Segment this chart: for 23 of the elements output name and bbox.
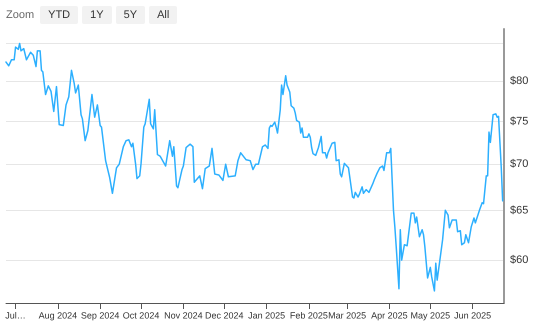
x-tick-label: Dec 2024	[205, 310, 244, 320]
x-tick-label: Aug 2024	[38, 310, 78, 320]
x-tick-label: Jan 2025	[248, 310, 286, 320]
y-tick-label: $80	[510, 75, 528, 88]
x-tick-label: Apr 2025	[371, 310, 408, 320]
x-tick-label: Sep 2024	[80, 310, 120, 320]
x-tick-label: Jun 2025	[454, 310, 492, 320]
y-tick-label: $75	[510, 115, 528, 128]
x-tick-label: Feb 2025	[290, 310, 328, 320]
line-series	[5, 42, 504, 292]
zoom-button: All	[149, 6, 178, 24]
zoom-button: 1Y	[82, 6, 112, 24]
y-tick-label: $60	[510, 254, 528, 266]
x-tick-label: May 2025	[410, 310, 450, 320]
y-tick-label: $65	[510, 204, 528, 216]
x-tick-label: Nov 2024	[164, 310, 203, 320]
text: Zoom	[6, 9, 34, 21]
x-tick-label: Oct 2024	[122, 310, 160, 320]
y-tick-label: $70	[510, 158, 528, 170]
zoom-button: YTD	[40, 6, 78, 24]
zoom-button: 5Y	[116, 6, 146, 24]
x-tick-label: Mar 2025	[328, 310, 366, 320]
x-tick-label: Jul…	[5, 310, 26, 320]
